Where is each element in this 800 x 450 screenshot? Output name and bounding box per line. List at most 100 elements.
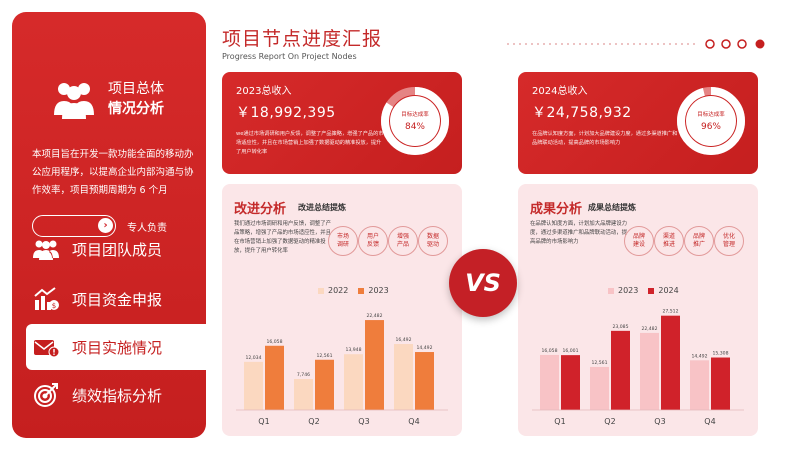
nav-item-label: 项目资金申报 bbox=[72, 290, 163, 309]
bar-data-label: 23,085 bbox=[612, 324, 628, 330]
bar-2022-Q4 bbox=[394, 344, 413, 410]
legend-label: 2023 bbox=[618, 286, 639, 295]
sidebar-description: 本项目旨在开发一款功能全面的移动办公应用程序，以提高企业内部沟通与协作效率，项目… bbox=[32, 149, 194, 196]
bar-data-label: 22,482 bbox=[366, 313, 382, 319]
panel-subtitle: 成果总结提炼 bbox=[588, 203, 636, 212]
bar-data-label: 14,492 bbox=[691, 353, 707, 359]
legend-swatch-2023 bbox=[358, 287, 365, 294]
bar-data-label: 12,561 bbox=[591, 360, 607, 366]
bar-data-label: 16,058 bbox=[266, 339, 282, 345]
donut-value: 84% bbox=[405, 122, 425, 132]
sidebar-header: 项目总体 情况分析 bbox=[50, 72, 206, 126]
bar-2022-Q2 bbox=[294, 379, 313, 410]
panel-description: 我们通过市场调研和用户反馈，调整了产品策略，增强了产品的市场适应性，并且在市场营… bbox=[234, 221, 332, 254]
progress-donut: 目标达成率 96% bbox=[677, 87, 745, 155]
panel-subtitle: 改进总结提炼 bbox=[298, 203, 346, 212]
revenue-label: 2023总收入 bbox=[236, 86, 292, 97]
bar-2023-Q3 bbox=[640, 332, 659, 410]
chart-money-icon: $ bbox=[32, 285, 60, 313]
tag-circle: 优化 管理 bbox=[714, 226, 744, 256]
x-tick-label: Q1 bbox=[258, 417, 269, 426]
page-subtitle: Progress Report On Project Nodes bbox=[222, 52, 357, 61]
bar-2022-Q3 bbox=[344, 354, 363, 410]
donut-value: 96% bbox=[701, 122, 721, 132]
tag-circle: 市场 调研 bbox=[328, 226, 358, 256]
results-panel: 成果分析 成果总结提炼 在品牌认知度方面，计划加大品牌建设力度，通过多渠道推广和… bbox=[518, 184, 758, 436]
nav-item-label: 绩效指标分析 bbox=[72, 386, 163, 405]
x-tick-label: Q1 bbox=[554, 417, 565, 426]
team-icon bbox=[32, 235, 60, 263]
x-tick-label: Q4 bbox=[704, 417, 715, 426]
donut-label: 目标达成率 bbox=[401, 110, 429, 118]
chart-legend: 2022 2023 bbox=[308, 286, 389, 295]
bar-data-label: 27,512 bbox=[662, 309, 678, 315]
legend-swatch-2022 bbox=[318, 287, 324, 294]
revenue-amount: ￥24,758,932 bbox=[532, 105, 632, 121]
bar-2023-Q4 bbox=[415, 352, 434, 410]
revenue-label: 2024总收入 bbox=[532, 86, 588, 97]
tag-circle: 用户 反馈 bbox=[358, 226, 388, 256]
revenue-description: we通过市场调研和用户反馈，调整了产品策略，增强了产品的市场适应性，并且在市场营… bbox=[236, 131, 384, 155]
x-tick-label: Q3 bbox=[358, 417, 369, 426]
bar-2024-Q3 bbox=[661, 315, 680, 410]
tag-circle: 数据 驱动 bbox=[418, 226, 448, 256]
revenue-card-2024: 2024总收入 ￥24,758,932 在品牌认知度方面，计划加大品牌建设力度，… bbox=[518, 72, 758, 174]
panel-title: 改进分析 bbox=[234, 202, 287, 217]
owner-label: 专人负责 bbox=[127, 223, 167, 234]
nav-item-implementation[interactable]: 项目实施情况 bbox=[26, 324, 206, 370]
tag-circle: 增强 产品 bbox=[388, 226, 418, 256]
bar-chart-results: 16,058 16,001 Q1 12,561 23,085 Q2 22,482 27,512… bbox=[532, 309, 744, 426]
bar-2023-Q4 bbox=[690, 360, 709, 410]
bar-chart-improvement: 12,034 16,058 Q1 7,746 12,561 Q2 13,948 22,482 Q… bbox=[236, 313, 448, 426]
chart-legend: 2023 2024 bbox=[598, 286, 679, 295]
target-icon bbox=[32, 381, 60, 409]
panel-description: 在品牌认知度方面，计划加大品牌建设力度，通过多渠道推广和品牌联动活动，提高品牌的… bbox=[530, 221, 628, 245]
bar-2022-Q1 bbox=[244, 361, 263, 410]
revenue-amount: ￥18,992,395 bbox=[236, 105, 336, 121]
bar-data-label: 16,492 bbox=[395, 337, 411, 343]
bar-2023-Q3 bbox=[365, 320, 384, 410]
owner-toggle[interactable]: › bbox=[32, 215, 116, 237]
donut-label: 目标达成率 bbox=[697, 110, 725, 118]
sidebar-title-line1: 项目总体 bbox=[108, 81, 164, 97]
nav-item-label: 项目实施情况 bbox=[72, 338, 163, 357]
tag-circle: 品牌 推广 bbox=[684, 226, 714, 256]
x-tick-label: Q2 bbox=[308, 417, 319, 426]
bar-2023-Q1 bbox=[265, 345, 284, 410]
bar-2024-Q2 bbox=[611, 330, 630, 410]
progress-donut: 目标达成率 84% bbox=[381, 87, 449, 155]
decorative-dots bbox=[507, 39, 765, 49]
nav-item-funding[interactable]: $ 项目资金申报 bbox=[12, 276, 206, 322]
bar-2023-Q2 bbox=[590, 366, 609, 410]
legend-label: 2023 bbox=[368, 286, 389, 295]
page-title: 项目节点进度汇报 bbox=[222, 28, 383, 50]
svg-text:$: $ bbox=[52, 302, 56, 310]
bar-2024-Q4 bbox=[711, 357, 730, 410]
bar-data-label: 14,492 bbox=[416, 345, 432, 351]
nav-item-performance[interactable]: 绩效指标分析 bbox=[12, 372, 206, 418]
nav-item-team[interactable]: 项目团队成员 bbox=[12, 226, 206, 272]
tag-circle: 渠道 推进 bbox=[654, 226, 684, 256]
x-tick-label: Q4 bbox=[408, 417, 419, 426]
bar-2023-Q1 bbox=[540, 354, 559, 410]
improvement-panel: 改进分析 改进总结提炼 我们通过市场调研和用户反馈，调整了产品策略，增强了产品的… bbox=[222, 184, 462, 436]
revenue-description: 在品牌认知度方面，计划加大品牌建设力度，通过多渠道推广和品牌联动活动，提高品牌的… bbox=[532, 131, 678, 146]
bar-data-label: 13,948 bbox=[345, 347, 361, 353]
team-large-icon bbox=[54, 83, 94, 119]
tag-circle: 品牌 建设 bbox=[624, 226, 654, 256]
bar-2023-Q2 bbox=[315, 359, 334, 410]
bar-data-label: 12,561 bbox=[316, 353, 332, 359]
nav-item-label: 项目团队成员 bbox=[72, 240, 163, 259]
vs-badge: VS bbox=[449, 249, 517, 317]
legend-swatch-2024 bbox=[648, 287, 655, 294]
bar-data-label: 12,034 bbox=[245, 355, 261, 361]
bar-data-label: 7,746 bbox=[297, 372, 310, 378]
legend-swatch-2023 bbox=[608, 287, 614, 294]
mail-alert-icon bbox=[32, 333, 60, 361]
x-tick-label: Q3 bbox=[654, 417, 665, 426]
revenue-card-2023: 2023总收入 ￥18,992,395 we通过市场调研和用户反馈，调整了产品策… bbox=[222, 72, 462, 174]
bar-data-label: 15,308 bbox=[712, 351, 728, 357]
bar-data-label: 16,058 bbox=[541, 348, 557, 354]
legend-label: 2022 bbox=[328, 286, 349, 295]
sidebar-title-line2: 情况分析 bbox=[108, 101, 164, 117]
